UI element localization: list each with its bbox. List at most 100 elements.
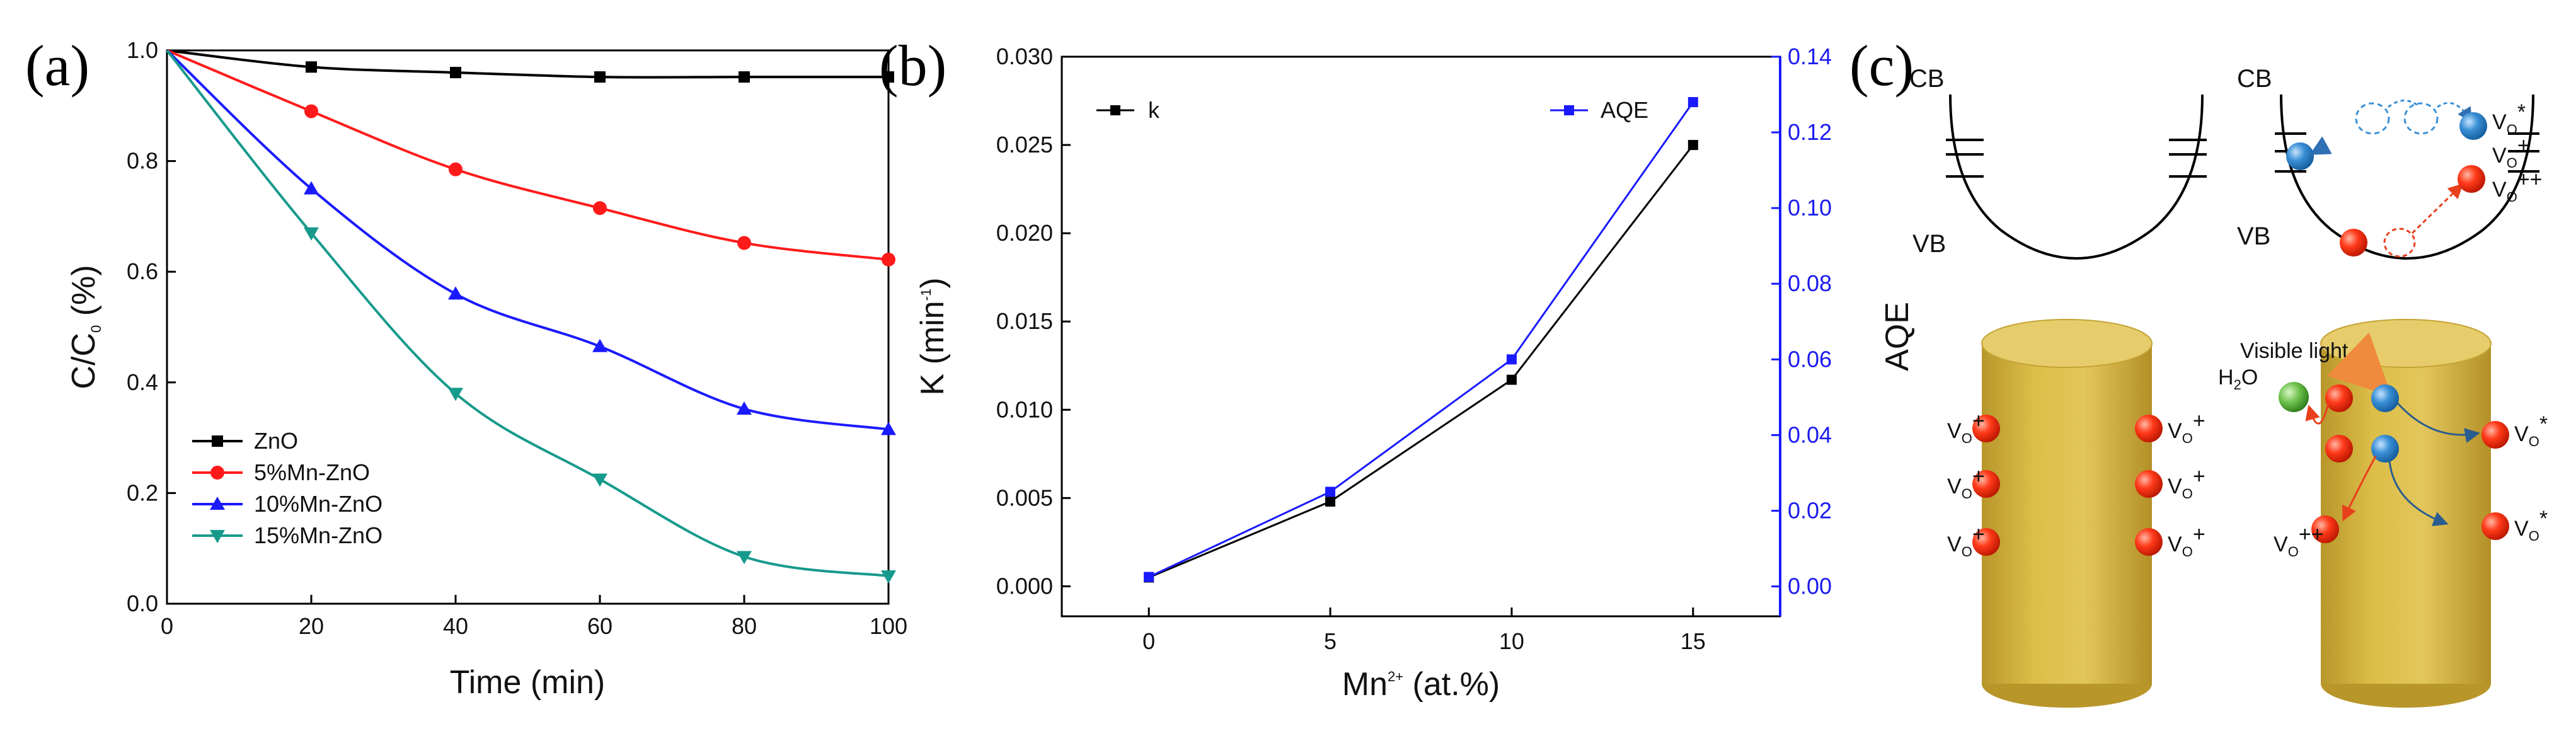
diagram-c: CB VB CB VB V [1909,65,2548,708]
y-tick-label: 0.2 [127,480,158,505]
data-point-5%Mn-ZnO [593,201,607,216]
electron-ball-rod-mid [2371,435,2399,463]
vo-plus-left-2: VO+ [1947,464,1985,502]
y-right-tick-label: 0.14 [1788,43,1832,69]
data-point-5%Mn-ZnO [882,252,895,267]
chart-b-xlabel: Mn2+ (at.%) [1342,666,1500,703]
vo-star-rod-2: VO* [2514,507,2548,544]
chart-b-x-ticks: 0 5 10 15 [1142,607,1706,654]
x-tick-label: 20 [299,613,324,639]
hole-ball-rod-mid [2325,435,2353,463]
chart-a-points [304,61,896,584]
electron-ball-rod-top [2371,384,2399,412]
y-tick-label: 0.025 [996,132,1053,158]
hole-ball-trapped [2458,165,2485,193]
x-tick-label: 80 [732,613,757,639]
data-point-15%Mn-ZnO [592,473,607,487]
panel-label-c: (c) [1849,33,1914,98]
vb-label-right: VB [2237,222,2270,250]
y-tick-label: 0.0 [127,590,158,616]
data-point-k [1325,496,1336,507]
x-tick-label: 0 [1142,628,1155,654]
hole-ball-rod-low [2311,515,2339,543]
chart-b-y-ticks-right: 0.00 0.02 0.04 0.06 0.08 0.10 0.12 0.14 [1771,43,1832,599]
vo-star-rod-1: VO* [2514,412,2548,449]
legend-label: 10%Mn-ZnO [254,491,382,517]
data-point-10%Mn-ZnO [448,286,463,300]
y-tick-label: 1.0 [127,37,158,63]
hole-ghost [2383,227,2416,258]
series-line-10%Mn-ZnO [166,49,889,431]
y-tick-label: 0.030 [996,43,1053,69]
chart-a-xlabel: Time (min) [450,664,606,701]
data-point-AQE [1506,354,1517,365]
y-right-tick-label: 0.10 [1788,195,1832,221]
data-point-15%Mn-ZnO [881,570,896,584]
band-diagram-doped: CB VB VO* VO+ VO++ [2237,65,2543,260]
chart-a: 0 20 40 60 80 100 0.0 0.2 0.4 0.6 0.8 1.0 Time (mi… [66,37,907,701]
electron-ball-left [2286,142,2314,170]
data-point-15%Mn-ZnO [448,388,463,401]
chart-a-ylabel: C/C0 (%) [66,265,104,389]
data-point-10%Mn-ZnO [881,422,896,435]
chart-b-lines [1148,101,1694,578]
legend-label: 5%Mn-ZnO [254,459,370,485]
legend-marker-10%Mn-ZnO [210,497,225,510]
panel-label-a: (a) [25,33,89,98]
cb-label-left: CB [1909,65,1945,93]
vo-plus-right-2: VO+ [2168,464,2205,502]
hole-ball-vb [2340,229,2367,256]
vo-plusplus-label: VO++ [2492,168,2543,205]
chart-b-frame [1061,55,1781,618]
y-tick-label: 0.8 [127,148,158,174]
chart-a-frame [166,49,890,605]
band-diagram-undoped: CB VB [1909,65,2207,260]
panel-label-b: (b) [879,33,946,98]
legend-marker-15%Mn-ZnO [210,530,225,543]
data-point-5%Mn-ZnO [304,104,318,118]
vo-plusplus-rod: VO++ [2274,522,2324,560]
chart-a-legend: ZnO 5%Mn-ZnO 10%Mn-ZnO 15%Mn-ZnO [192,428,382,548]
x-tick-label: 5 [1324,628,1337,654]
chart-b-points [1144,97,1698,583]
x-tick-label: 0 [161,613,173,639]
y-right-tick-label: 0.04 [1788,422,1832,447]
data-point-AQE [1688,97,1698,108]
chart-b-y-ticks: 0.000 0.005 0.010 0.015 0.020 0.025 0.030 [996,43,1071,599]
y-tick-label: 0.020 [996,220,1053,246]
legend-marker-ZnO [212,435,223,447]
data-point-ZnO [594,71,606,83]
visible-light-label: Visible light [2240,339,2349,363]
data-point-ZnO [306,61,317,73]
h2o-label: H2O [2218,366,2258,393]
y-tick-label: 0.005 [996,485,1053,510]
cb-label-right: CB [2237,65,2272,93]
data-point-ZnO [739,71,750,83]
nanorod-undoped: VO+ VO+ VO+ VO+ VO+ VO+ [1947,319,2205,708]
data-point-5%Mn-ZnO [737,236,751,250]
series-line-ZnO [166,49,888,79]
vo-plus-right-1: VO+ [2168,409,2205,446]
chart-a-x-ticks: 0 20 40 60 80 100 [161,595,907,639]
light-arrow [2326,332,2392,396]
data-point-15%Mn-ZnO [737,551,752,565]
y-right-tick-label: 0.02 [1788,497,1832,523]
data-point-k [1506,374,1517,385]
hole-balls-left [1972,415,2163,556]
data-point-AQE [1144,572,1154,582]
chart-b-ylabel: K (min-1) [914,277,951,395]
legend-marker-5%Mn-ZnO [210,466,224,480]
legend-label: 15%Mn-ZnO [254,522,382,548]
hole-ball-rod-right [2481,421,2509,449]
data-point-AQE [1325,486,1336,497]
legend-marker-k [1110,105,1120,115]
data-point-ZnO [450,67,461,79]
water-ball [2279,382,2309,412]
hole-ball-rod-right-low [2481,512,2509,540]
vo-plus-left-1: VO+ [1947,409,1985,446]
y-tick-label: 0.4 [127,369,158,395]
y-right-tick-label: 0.12 [1788,119,1832,145]
series-line-5%Mn-ZnO [166,49,889,261]
x-tick-label: 40 [443,613,468,639]
legend-label: k [1148,97,1160,123]
